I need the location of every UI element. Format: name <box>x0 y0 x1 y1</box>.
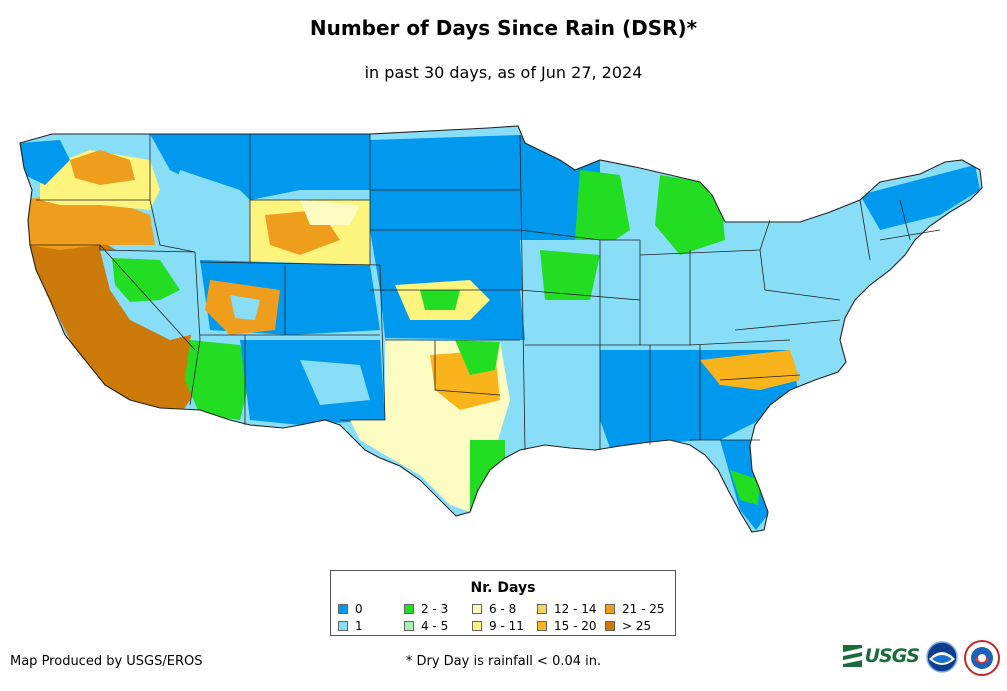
legend-item-15-20: 15 - 20 <box>537 619 597 633</box>
legend-label-21-25: 21 - 25 <box>622 602 665 616</box>
map-title: Number of Days Since Rain (DSR)* <box>309 16 698 40</box>
legend-item-9-11: 9 - 11 <box>472 619 524 633</box>
usgs-wave-icon <box>843 645 862 667</box>
legend-label-gt-25: > 25 <box>622 619 652 633</box>
legend-title: Nr. Days <box>470 580 536 596</box>
legend-swatch-21-25 <box>605 604 615 614</box>
us-outline <box>19 125 983 533</box>
legend-item-gt-25: > 25 <box>605 619 651 633</box>
legend-label-6-8: 6 - 8 <box>489 602 517 616</box>
legend-swatch-0 <box>338 604 348 614</box>
dry-day-footnote: * Dry Day is rainfall < 0.04 in. <box>405 654 602 669</box>
legend-box: Nr. Days 0 1 2 - 3 4 - 5 6 - 8 9 - 11 12… <box>330 570 676 636</box>
legend-swatch-6-8 <box>472 604 482 614</box>
legend-swatch-4-5 <box>404 621 414 631</box>
legend-label-4-5: 4 - 5 <box>421 619 449 633</box>
legend-label-9-11: 9 - 11 <box>489 619 524 633</box>
state-boundaries <box>30 134 941 451</box>
legend-item-4-5: 4 - 5 <box>404 619 448 633</box>
map-subtitle: in past 30 days, as of Jun 27, 2024 <box>364 63 643 82</box>
legend-label-12-14: 12 - 14 <box>554 602 597 616</box>
nws-logo-icon <box>964 640 1000 676</box>
legend-swatch-12-14 <box>537 604 547 614</box>
legend-swatch-2-3 <box>404 604 414 614</box>
legend-swatch-9-11 <box>472 621 482 631</box>
noaa-logo-icon <box>926 641 958 673</box>
legend-swatch-15-20 <box>537 621 547 631</box>
legend-swatch-1 <box>338 621 348 631</box>
legend-item-12-14: 12 - 14 <box>537 602 597 616</box>
legend-item-1: 1 <box>338 619 363 633</box>
producer-credit: Map Produced by USGS/EROS <box>10 654 203 669</box>
legend-label-1: 1 <box>355 619 363 633</box>
dsr-fill-layer <box>20 126 982 532</box>
legend-item-0: 0 <box>338 602 363 616</box>
legend-item-6-8: 6 - 8 <box>472 602 516 616</box>
usgs-logo: USGS <box>843 642 920 670</box>
legend-label-2-3: 2 - 3 <box>421 602 449 616</box>
legend-label-0: 0 <box>355 602 363 616</box>
legend-label-15-20: 15 - 20 <box>554 619 597 633</box>
legend-item-21-25: 21 - 25 <box>605 602 665 616</box>
legend-swatch-gt-25 <box>605 621 615 631</box>
usgs-logo-text: USGS <box>864 645 920 667</box>
legend-item-2-3: 2 - 3 <box>404 602 448 616</box>
